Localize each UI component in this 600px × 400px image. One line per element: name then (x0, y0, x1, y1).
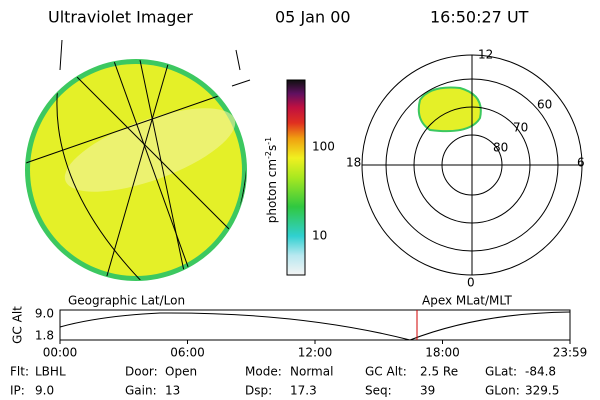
polar-plot (361, 54, 583, 276)
title: Ultraviolet Imager (48, 8, 193, 27)
time: 16:50:27 UT (430, 8, 529, 27)
status-value: Normal (290, 365, 333, 379)
colorbar-label: photon cm-2s-1 (264, 137, 279, 224)
colorbar-tick: 10 (312, 229, 327, 243)
status-label: Mode: (245, 365, 282, 379)
altitude-tick: 9.0 (35, 307, 54, 321)
x-tick-label: 18:00 (425, 346, 460, 360)
status-label: Door: (125, 365, 158, 379)
right-projection: Apex MLat/MLT (422, 294, 512, 308)
mlt-label: 12 (478, 48, 493, 62)
status-label: Dsp: (245, 384, 272, 398)
status-value: 9.0 (35, 384, 54, 398)
x-tick-label: 23:59 (553, 346, 588, 360)
lat-label: 60 (537, 98, 552, 112)
colorbar-tick: 100 (312, 140, 335, 154)
x-tick-label: 00:00 (43, 346, 78, 360)
status-label: IP: (10, 384, 25, 398)
status-value: Open (165, 365, 197, 379)
altitude-plot (59, 309, 571, 341)
mlt-label: 6 (577, 156, 585, 170)
globe-image (25, 39, 251, 281)
status-label: Flt: (10, 365, 29, 379)
lat-label: 70 (513, 121, 528, 135)
x-tick-label: 12:00 (298, 346, 333, 360)
status-label: GLon: (485, 384, 520, 398)
x-tick-label: 06:00 (170, 346, 205, 360)
status-label: GLat: (485, 365, 517, 379)
status-label: GC Alt: (365, 365, 407, 379)
status-value: 17.3 (290, 384, 317, 398)
lat-label: 80 (493, 141, 508, 155)
status-value: -84.8 (525, 365, 556, 379)
status-label: Seq: (365, 384, 392, 398)
status-value: 2.5 Re (420, 365, 458, 379)
mlt-label: 0 (467, 276, 475, 290)
left-projection: Geographic Lat/Lon (68, 294, 185, 308)
altitude-axis-label: GC Alt (11, 306, 25, 344)
colorbar (286, 79, 306, 276)
status-label: Gain: (125, 384, 157, 398)
status-value: LBHL (35, 365, 66, 379)
status-value: 13 (165, 384, 180, 398)
mlt-label: 18 (346, 156, 361, 170)
status-value: 39 (420, 384, 435, 398)
altitude-tick: 1.8 (35, 329, 54, 343)
date: 05 Jan 00 (275, 8, 351, 27)
status-value: 329.5 (525, 384, 559, 398)
